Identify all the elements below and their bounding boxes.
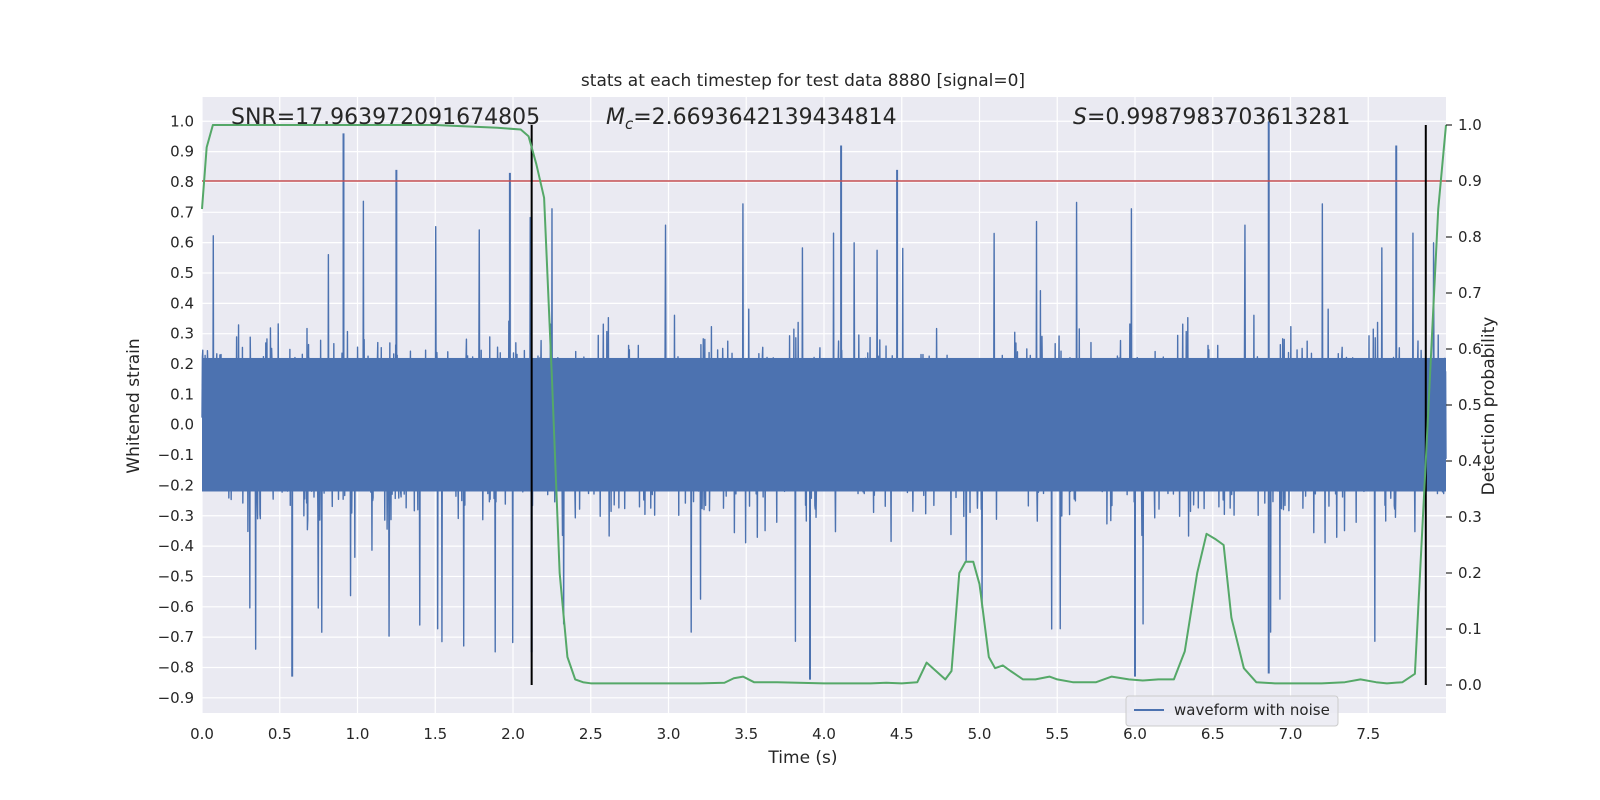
x-tick-label: 2.5: [579, 725, 603, 743]
y-tick-label: −0.4: [158, 537, 194, 555]
y-right-tick-label: 0.0: [1458, 676, 1482, 694]
snr-annotation: SNR=17.963972091674805: [231, 105, 540, 130]
s-value: =0.9987983703613281: [1087, 105, 1350, 130]
y-right-tick-label: 1.0: [1458, 116, 1482, 134]
y-tick-label: −0.7: [158, 628, 194, 646]
y-tick-label: −0.1: [158, 446, 194, 464]
mc-value: =2.6693642139434814: [633, 105, 896, 130]
y-tick-label: 1.0: [170, 112, 194, 130]
y-right-tick-label: 0.3: [1458, 508, 1482, 526]
legend-label: waveform with noise: [1174, 701, 1330, 719]
y-tick-label: 0.6: [170, 234, 194, 252]
y-right-tick-label: 0.6: [1458, 340, 1482, 358]
s-symbol: S: [1073, 105, 1087, 130]
mc-annotation: Mc=2.6693642139434814: [606, 105, 897, 133]
x-axis-label: Time (s): [767, 748, 837, 768]
x-tick-label: 4.0: [812, 725, 836, 743]
x-tick-label: 7.5: [1356, 725, 1380, 743]
waveform-core: [202, 357, 1446, 492]
waveform-series: [201, 121, 1447, 680]
y-right-tick-label: 0.1: [1458, 620, 1482, 638]
y-tick-label: 0.5: [170, 264, 194, 282]
mc-subscript: c: [625, 115, 634, 133]
legend-box: [1125, 695, 1339, 727]
y-right-tick-label: 0.2: [1458, 564, 1482, 582]
y-right-axis-label: Detection probability: [1479, 317, 1499, 496]
y-axis-right: 1.0 0.9 0.8 0.7 0.6 0.5 0.4 0.3 0.2 0.1 0.0: [1446, 116, 1482, 694]
y-right-tick-label: 0.7: [1458, 284, 1482, 302]
y-tick-label: 0.0: [170, 416, 194, 434]
x-tick-label: 1.5: [423, 725, 447, 743]
y-right-tick-label: 0.4: [1458, 452, 1482, 470]
y-tick-label: −0.8: [158, 658, 194, 676]
y-tick-label: 0.2: [170, 355, 194, 373]
y-tick-label: 0.4: [170, 294, 194, 312]
legend: waveform with noise: [1125, 695, 1339, 727]
y-tick-label: 0.1: [170, 385, 194, 403]
x-tick-label: 6.0: [1123, 725, 1147, 743]
y-tick-label: −0.9: [158, 689, 194, 707]
detection-probability-line: [201, 124, 1447, 685]
s-annotation: S=0.9987983703613281: [1073, 105, 1350, 130]
y-tick-label: −0.3: [158, 507, 194, 525]
x-tick-label: 7.0: [1279, 725, 1303, 743]
overlay-lines: [201, 124, 1447, 685]
x-tick-label: 5.0: [968, 725, 992, 743]
x-tick-label: 2.0: [501, 725, 525, 743]
mc-symbol: M: [606, 105, 625, 130]
y-tick-label: −0.6: [158, 598, 194, 616]
x-tick-label: 3.0: [657, 725, 681, 743]
y-right-tick-label: 0.5: [1458, 396, 1482, 414]
chart-title: stats at each timestep for test data 888…: [581, 71, 1025, 91]
y-tick-label: 0.8: [170, 173, 194, 191]
x-tick-label: 0.0: [190, 725, 214, 743]
y-tick-label: −0.5: [158, 567, 194, 585]
x-tick-label: 4.5: [890, 725, 914, 743]
y-tick-label: 0.7: [170, 203, 194, 221]
y-axis-left: 1.0 0.9 0.8 0.7 0.6 0.5 0.4 0.3 0.2 0.1 0.0 −0.1 −0.…: [158, 112, 194, 707]
y-tick-label: 0.3: [170, 325, 194, 343]
y-tick-label: −0.2: [158, 476, 194, 494]
x-tick-label: 3.5: [734, 725, 758, 743]
x-tick-label: 6.5: [1201, 725, 1225, 743]
x-axis: 0.0 0.5 1.0 1.5 2.0 2.5 3.0 3.5 4.0 4.5 5.0 5.5 6.0 6…: [190, 725, 1380, 743]
x-tick-label: 5.5: [1045, 725, 1069, 743]
x-tick-label: 0.5: [268, 725, 292, 743]
y-tick-label: 0.9: [170, 143, 194, 161]
y-right-tick-label: 0.8: [1458, 228, 1482, 246]
x-tick-label: 1.0: [346, 725, 370, 743]
y-right-tick-label: 0.9: [1458, 172, 1482, 190]
y-axis-label: Whitened strain: [124, 338, 144, 473]
